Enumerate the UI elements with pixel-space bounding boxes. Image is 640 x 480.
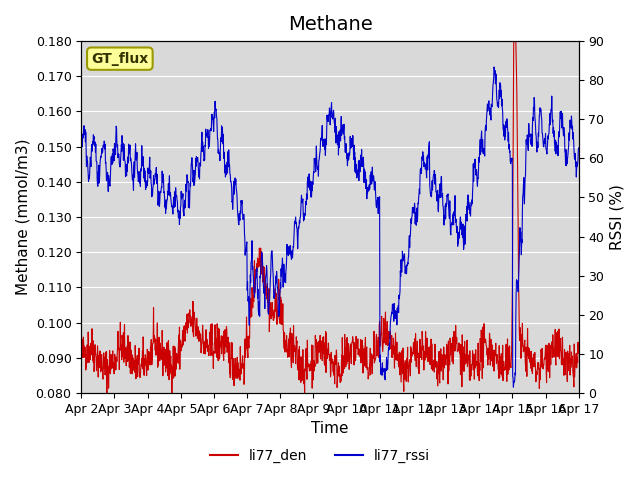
- Title: Methane: Methane: [287, 15, 372, 34]
- Legend: li77_den, li77_rssi: li77_den, li77_rssi: [204, 443, 436, 468]
- Text: GT_flux: GT_flux: [92, 52, 148, 66]
- X-axis label: Time: Time: [311, 421, 349, 436]
- Y-axis label: RSSI (%): RSSI (%): [610, 184, 625, 250]
- Y-axis label: Methane (mmol/m3): Methane (mmol/m3): [15, 139, 30, 295]
